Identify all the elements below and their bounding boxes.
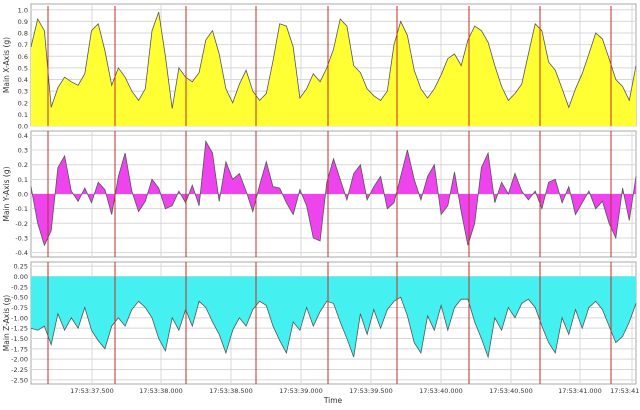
y-tick-label: 0.8: [18, 30, 28, 38]
y-tick-label: -2.50: [11, 376, 28, 384]
y-tick-label: 0.0: [18, 191, 28, 199]
y-tick-label: -0.3: [15, 234, 28, 242]
y-tick-label: 0.6: [18, 53, 28, 61]
x-tick-label: 17:53:41.000: [558, 387, 602, 395]
y-tick-label: -1.50: [11, 335, 28, 343]
series-area: [31, 12, 636, 127]
x-tick-label: 17:53:38.500: [209, 387, 253, 395]
y-axis-label: Main Z-Axis (g): [2, 295, 11, 351]
x-tick-label: 17:53:40.500: [489, 387, 533, 395]
series-line: [30, 296, 637, 359]
y-tick-label: 0.9: [18, 18, 28, 26]
y-tick-label: 0.3: [18, 147, 28, 155]
y-tick-label: -0.2: [15, 220, 28, 228]
y-tick-label: -1.25: [11, 325, 28, 333]
y-axis-label: Main X-Axis (g): [2, 37, 11, 93]
y-tick-label: 0.25: [14, 263, 28, 271]
x-tick-label: 17:53:40.000: [419, 387, 463, 395]
y-tick-label: -0.50: [11, 294, 28, 302]
y-tick-label: -2.00: [11, 356, 28, 364]
series-line: [30, 140, 637, 247]
y-tick-label: -0.4: [15, 249, 28, 257]
series-area: [31, 276, 636, 358]
x-axis-label: Time: [323, 396, 343, 405]
y-tick-label: -0.75: [11, 304, 28, 312]
y-tick-label: 0.5: [18, 64, 28, 72]
y-tick-label: 0.1: [18, 176, 28, 184]
y-tick-label: -1.75: [11, 345, 28, 353]
y-tick-label: -2.25: [11, 366, 28, 374]
x-tick-label: 17:53:38.000: [139, 387, 183, 395]
y-tick-label: -1.00: [11, 314, 28, 322]
y-tick-label: 0.00: [14, 273, 28, 281]
y-tick-label: 0.7: [18, 41, 28, 49]
y-tick-label: 0.3: [18, 88, 28, 96]
y-axis-label: Main Y-Axis (g): [2, 166, 11, 221]
y-tick-label: -0.25: [11, 283, 28, 291]
y-tick-label: -0.1: [15, 205, 28, 213]
y-tick-label: 1.0: [18, 6, 28, 14]
y-tick-label: 0.2: [18, 99, 28, 107]
x-tick-label: 17:53:37.500: [70, 387, 114, 395]
y-tick-label: 0.4: [18, 132, 28, 140]
y-tick-label: 0.2: [18, 161, 28, 169]
series-area: [31, 141, 636, 246]
x-tick-label: 17:53:39.000: [279, 387, 323, 395]
y-tick-label: 0.4: [18, 76, 28, 84]
y-tick-label: 0.1: [18, 111, 28, 119]
x-tick-label: 17:53:39.500: [349, 387, 393, 395]
series-line: [30, 11, 637, 109]
y-tick-label: 0.0: [18, 123, 28, 131]
x-tick-label: 17:53:41.500: [610, 387, 640, 395]
